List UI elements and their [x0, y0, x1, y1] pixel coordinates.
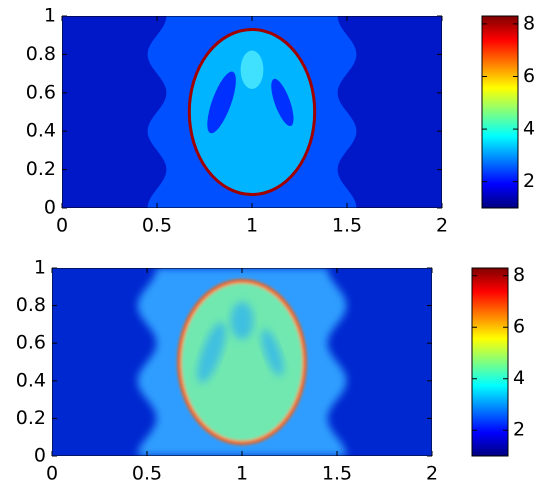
- outer-ellipse: [187, 27, 317, 197]
- y-tick-label: 1: [44, 5, 56, 27]
- colorbar-tick-label: 4: [513, 367, 525, 389]
- colorbar-tick-label: 6: [513, 316, 525, 338]
- colorbar: [471, 267, 509, 457]
- x-tick-label: 2: [436, 215, 448, 237]
- inner-ellipse: [207, 71, 236, 134]
- y-tick-label: 0.8: [16, 294, 46, 316]
- y-tick-label: 0.6: [16, 332, 46, 354]
- x-tick-label: 1: [236, 463, 248, 485]
- colorbar-tick-label: 8: [523, 12, 535, 34]
- x-tick-label: 0.5: [132, 463, 162, 485]
- y-tick-label: 0.6: [26, 81, 56, 103]
- y-tick-label: 0.2: [26, 158, 56, 180]
- y-tick-label: 0.4: [16, 369, 46, 391]
- colorbar-tick-label: 6: [523, 65, 535, 87]
- heatmap-image: [62, 16, 442, 208]
- inner-ellipse: [261, 329, 284, 376]
- colorbar-tick-label: 2: [523, 170, 535, 192]
- inner-ellipse: [197, 322, 226, 383]
- y-tick-label: 1: [34, 257, 46, 279]
- x-tick-label: 1: [246, 215, 258, 237]
- outer-ellipse: [177, 279, 307, 445]
- inner-ellipse: [271, 78, 294, 126]
- y-tick-label: 0.2: [16, 407, 46, 429]
- colorbar-tick-label: 8: [513, 264, 525, 286]
- y-tick-label: 0.8: [26, 43, 56, 65]
- x-tick-label: 1.5: [332, 215, 362, 237]
- y-tick-label: 0: [44, 197, 56, 219]
- colorbar-tick-label: 4: [523, 118, 535, 140]
- x-tick-label: 0: [56, 215, 68, 237]
- x-tick-label: 0.5: [142, 215, 172, 237]
- heatmap-image: [52, 268, 432, 456]
- x-tick-label: 1.5: [322, 463, 352, 485]
- colorbar-tick-label: 2: [513, 419, 525, 441]
- colorbar: [481, 15, 519, 209]
- y-tick-label: 0.4: [26, 120, 56, 142]
- inner-ellipse: [230, 301, 254, 340]
- x-tick-label: 2: [426, 463, 438, 485]
- x-tick-label: 0: [46, 463, 58, 485]
- y-tick-label: 0: [34, 445, 46, 467]
- inner-ellipse: [240, 50, 264, 89]
